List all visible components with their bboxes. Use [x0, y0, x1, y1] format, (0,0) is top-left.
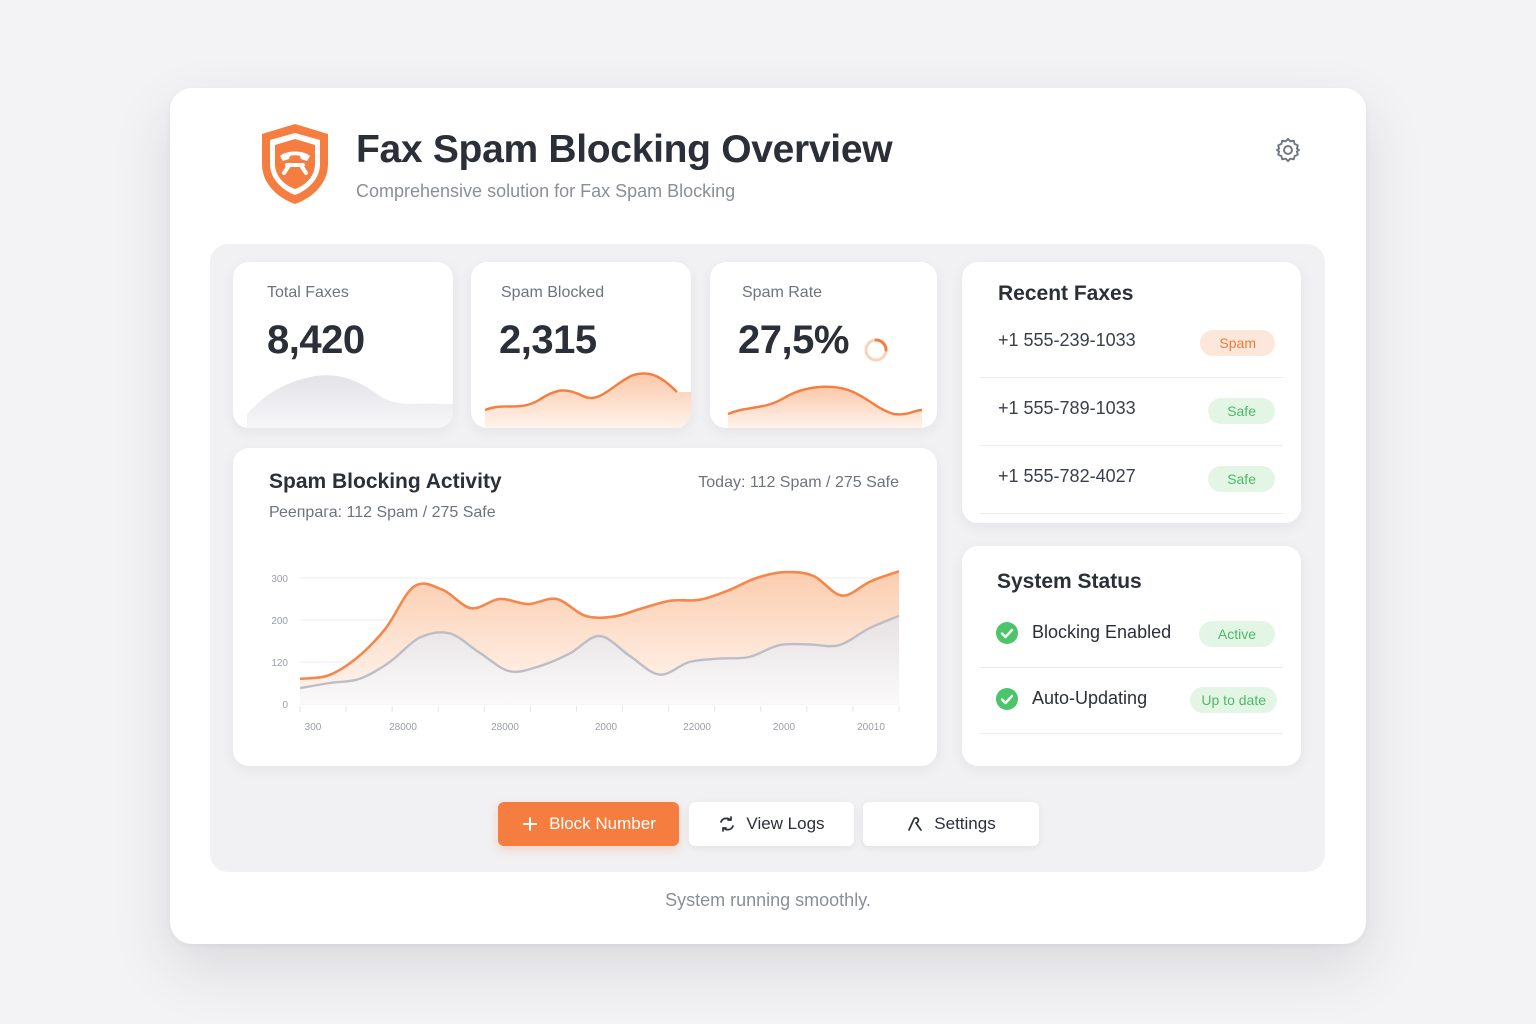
user-icon: [908, 817, 923, 831]
status-badge: Safe: [1208, 466, 1275, 492]
stat-value: 27,5%: [738, 318, 849, 362]
fax-number: +1 555-239-1033: [998, 330, 1136, 350]
y-tick-label: 200: [271, 616, 288, 627]
status-label: Auto-Updating: [1032, 688, 1148, 708]
fax-row[interactable]: +1 555-782-4027 Safe: [980, 446, 1283, 514]
shield-icon: [262, 124, 328, 204]
status-label: Blocking Enabled: [1032, 622, 1172, 642]
block-number-button[interactable]: Block Number: [498, 802, 679, 846]
view-logs-button[interactable]: View Logs: [689, 802, 854, 846]
x-tick-label: 28000: [491, 722, 519, 733]
fax-row[interactable]: +1 555-239-1033 Spam: [980, 310, 1283, 378]
today-summary: Today: 112 Spam / 275 Safe: [698, 474, 899, 491]
stat-value: 8,420: [267, 318, 365, 362]
recent-faxes-title: Recent Faxes: [998, 282, 1134, 305]
series-area-safe: [300, 615, 899, 704]
x-tick-label: 2000: [773, 722, 796, 733]
fax-row[interactable]: +1 555-789-1033 Safe: [980, 378, 1283, 446]
content-panel: Total Faxes 8,420 Spam Blocked 2,315: [210, 244, 1325, 872]
check-circle-icon: [996, 622, 1018, 644]
spam-rate-ring-icon: [864, 338, 888, 362]
system-status-card: System Status Blocking Enabled Active Au…: [962, 546, 1301, 766]
stat-card-spam-blocked: Spam Blocked 2,315: [471, 262, 691, 428]
status-badge: Spam: [1200, 330, 1275, 356]
gear-icon[interactable]: [1274, 136, 1302, 164]
settings-button[interactable]: Settings: [863, 802, 1039, 846]
stat-card-total-faxes: Total Faxes 8,420: [233, 262, 453, 428]
x-tick-label: 2000: [595, 722, 618, 733]
system-status-title: System Status: [997, 570, 1142, 593]
status-row-updating: Auto-Updating Up to date: [980, 670, 1283, 734]
y-tick-label: 120: [271, 658, 288, 669]
dashboard-window: Fax Spam Blocking Overview Comprehensive…: [170, 88, 1366, 944]
status-row-blocking: Blocking Enabled Active: [980, 604, 1283, 668]
page-subtitle: Comprehensive solution for Fax Spam Bloc…: [356, 181, 736, 201]
block-number-label: Block Number: [549, 814, 656, 833]
stat-card-spam-rate: Spam Rate 27,5%: [710, 262, 937, 428]
y-tick-label: 0: [282, 700, 288, 711]
activity-chart: 0 120 200 300 300 28000 28000 2000 22000 2000 2001…: [271, 570, 900, 733]
activity-chart-card: Spam Blocking Activity Today: 112 Spam /…: [233, 448, 937, 766]
status-badge: Active: [1198, 621, 1275, 647]
fax-number: +1 555-789-1033: [998, 398, 1136, 418]
view-logs-label: View Logs: [746, 814, 825, 833]
spam-blocked-sparkline: [484, 372, 691, 428]
footer-status: System running smoothly.: [665, 890, 871, 910]
x-tick-label: 22000: [683, 722, 711, 733]
fax-number: +1 555-782-4027: [998, 466, 1136, 486]
activity-title: Spam Blocking Activity: [269, 470, 502, 493]
stat-label: Total Faxes: [267, 284, 349, 301]
stat-label: Spam Blocked: [501, 284, 605, 301]
stat-label: Spam Rate: [742, 284, 823, 301]
activity-subtitle: Реепрага: 112 Spam / 275 Safe: [269, 504, 496, 521]
page-title: Fax Spam Blocking Overview: [356, 128, 893, 171]
spam-rate-sparkline: [727, 385, 923, 428]
plus-icon: [523, 817, 538, 831]
stat-value: 2,315: [499, 318, 597, 362]
recent-faxes-card: Recent Faxes +1 555-239-1033 Spam +1 555…: [962, 262, 1301, 523]
sync-icon: [720, 816, 735, 832]
series-line-spam: [299, 570, 900, 681]
y-tick-label: 300: [271, 574, 288, 585]
total-faxes-sparkline: [247, 375, 453, 428]
status-badge: Up to date: [1190, 687, 1277, 713]
x-tick-label: 20010: [857, 722, 885, 733]
status-badge: Safe: [1208, 398, 1275, 424]
settings-label: Settings: [934, 814, 996, 833]
x-tick-label: 300: [305, 722, 322, 733]
x-tick-label: 28000: [389, 722, 417, 733]
check-circle-icon: [996, 688, 1018, 710]
